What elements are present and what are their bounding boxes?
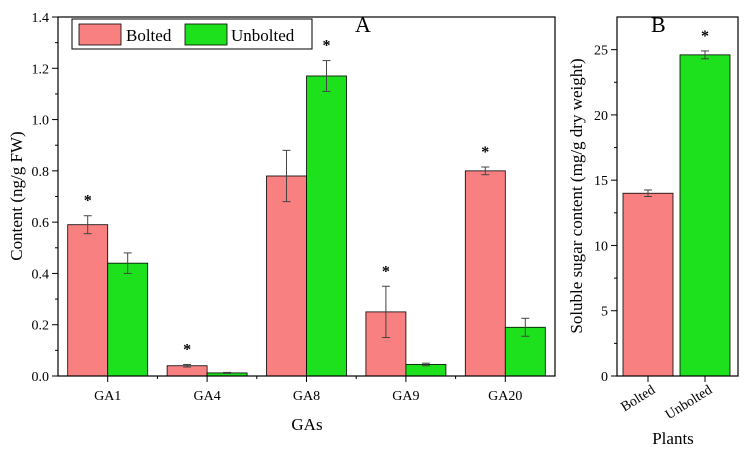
panel-a-plot-area: 0.0 0.2 0.4 0.6 0.8 1.0 1.2 1.4 GA1 GA4 GA8 GA9 GA20…: [32, 11, 546, 404]
y-tick-label: 0.0: [32, 370, 50, 385]
panel-b-label: B: [651, 12, 666, 37]
panel-a-x-axis-title: GAs: [291, 415, 322, 434]
x-tick-label: GA4: [193, 389, 220, 404]
legend: Bolted Unbolted: [71, 18, 313, 50]
y-tick-label: 5: [601, 305, 608, 320]
significance-marker: *: [84, 193, 92, 210]
y-tick-label: 10: [594, 239, 608, 254]
significance-marker: *: [701, 28, 709, 45]
y-tick-label: 0.4: [32, 267, 50, 282]
panel-b-plot-area: 0 5 10 15 20 25 Bolted Unbolted *: [594, 28, 731, 423]
x-tick-label: GA8: [293, 389, 320, 404]
y-tick-label: 1.2: [32, 62, 50, 77]
x-tick-label: Unbolted: [663, 383, 715, 423]
significance-marker: *: [183, 341, 191, 358]
y-tick-label: 0.6: [32, 216, 50, 231]
legend-swatch-bolted: [78, 23, 122, 46]
x-tick-label: GA1: [94, 389, 121, 404]
bar-bolted-ga8: [266, 175, 307, 377]
significance-marker: *: [382, 263, 390, 280]
panel-b-x-axis-title: Plants: [652, 429, 694, 448]
panel-a-label: A: [355, 12, 371, 37]
y-tick-label: 0.8: [32, 165, 50, 180]
panel-b: 0 5 10 15 20 25 Bolted Unbolted * B Plants Solub…: [567, 12, 739, 448]
y-tick-label: 1.4: [32, 11, 50, 26]
x-tick-label: GA9: [392, 389, 419, 404]
bar-unbolted-ga1: [107, 262, 149, 377]
y-tick-label: 20: [594, 109, 608, 124]
bar-unbolted-ga8: [306, 75, 347, 377]
panel-a-frame: [57, 16, 556, 377]
x-tick-label: Bolted: [619, 383, 659, 416]
y-tick-label: 15: [594, 174, 608, 189]
bar-plants-bolted: [622, 192, 674, 377]
panel-b-frame: [616, 16, 739, 377]
legend-label-bolted: Bolted: [126, 26, 172, 45]
panel-b-y-axis-title: Soluble sugar content (mg/g dry weight): [567, 58, 586, 333]
bar-plants-unbolted: [679, 54, 731, 377]
legend-swatch-unbolted: [184, 23, 228, 46]
x-tick-label: GA20: [488, 389, 522, 404]
significance-marker: *: [323, 38, 331, 55]
y-tick-label: 1.0: [32, 114, 50, 129]
panel-a: 0.0 0.2 0.4 0.6 0.8 1.0 1.2 1.4 GA1 GA4 GA8 GA9 GA20…: [7, 11, 556, 434]
significance-marker: *: [481, 144, 489, 161]
bar-bolted-ga20: [464, 170, 506, 377]
y-tick-label: 0: [601, 370, 608, 385]
panel-a-y-axis-title: Content (ng/g FW): [7, 131, 26, 260]
bar-bolted-ga1: [67, 224, 109, 377]
y-tick-label: 0.2: [32, 319, 50, 334]
y-tick-label: 25: [594, 44, 608, 59]
legend-label-unbolted: Unbolted: [231, 26, 295, 45]
